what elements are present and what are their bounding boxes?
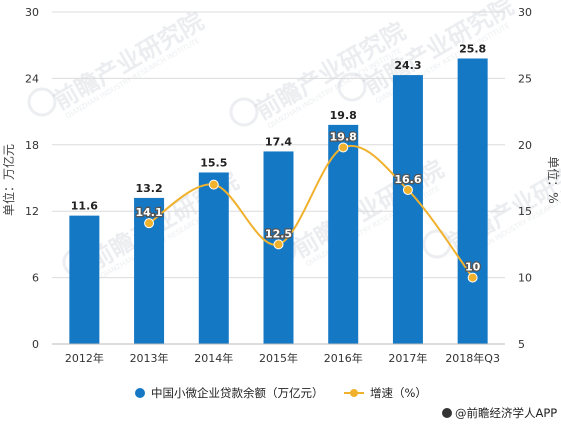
bar-value-label: 17.4 — [265, 135, 292, 148]
right-axis-title: 单位：% — [546, 156, 561, 203]
bar-value-label: 15.5 — [200, 156, 227, 169]
growth-value-label: 12.5 — [265, 227, 292, 240]
growth-point — [273, 239, 284, 250]
watermark-logo-icon — [337, 72, 367, 102]
x-axis-tick-label: 2017年 — [388, 351, 427, 365]
source-text: @前瞻经济学人APP — [455, 406, 557, 420]
growth-value-label: 19.8 — [330, 130, 357, 143]
legend-line-marker-dot — [350, 389, 358, 397]
data-labels: 11.6 13.2 15.5 17.4 19.8 24.3 25.8 14.1 12.5 19.8… — [71, 42, 486, 274]
bar — [457, 58, 488, 344]
left-axis-tick-label: 30 — [25, 6, 39, 19]
x-axis-tick-label: 2016年 — [324, 351, 363, 365]
right-axis-tick-label: 10 — [518, 272, 532, 285]
left-axis-tick-label: 24 — [25, 72, 39, 85]
growth-point — [467, 272, 478, 283]
x-axis-tick-label: 2013年 — [130, 351, 169, 365]
legend-bar-label: 中国小微企业贷款余额（万亿元） — [151, 386, 324, 400]
watermark-text: 前瞻产业研究院 — [49, 7, 208, 115]
growth-value-label: 10 — [465, 261, 481, 274]
left-axis-tick-label: 0 — [32, 338, 39, 351]
right-axis-tick-label: 25 — [518, 72, 532, 85]
left-axis-tick-label: 18 — [25, 139, 39, 152]
growth-value-label: 16.6 — [394, 173, 421, 186]
bar-value-label: 11.6 — [71, 200, 98, 213]
bar-series — [69, 58, 488, 344]
legend-bar-marker — [135, 388, 145, 398]
bar-value-label: 25.8 — [459, 42, 486, 55]
legend: 中国小微企业贷款余额（万亿元） 增速（%） — [135, 386, 427, 400]
right-axis-tick-label: 5 — [518, 338, 525, 351]
bar — [198, 172, 229, 344]
growth-value-label: 14.1 — [136, 206, 163, 219]
bar — [328, 124, 359, 344]
watermark-logo-icon — [229, 97, 259, 127]
source-logo-icon — [442, 408, 452, 418]
growth-point — [338, 142, 349, 153]
left-axis-tick-label: 12 — [25, 205, 39, 218]
bar-value-label: 24.3 — [394, 59, 421, 72]
x-axis-tick-label: 2012年 — [65, 351, 104, 365]
line-series — [144, 142, 478, 283]
bar-value-label: 13.2 — [136, 182, 163, 195]
x-axis-tick-label: 2014年 — [194, 351, 233, 365]
growth-point — [208, 179, 219, 190]
bar-value-label: 19.8 — [330, 109, 357, 122]
legend-line-label: 增速（%） — [370, 386, 427, 400]
bar — [69, 215, 100, 344]
axes: 0 6 12 18 24 30 5 10 15 20 25 30 2012年 2013年 2014年 2015… — [25, 6, 532, 365]
right-axis-tick-label: 15 — [518, 205, 532, 218]
x-axis-tick-label: 2018年Q3 — [445, 351, 500, 365]
right-axis-tick-label: 20 — [518, 139, 532, 152]
left-axis-tick-label: 6 — [32, 272, 39, 285]
x-axis-tick-label: 2015年 — [259, 351, 298, 365]
left-axis-title: 单位：万亿元 — [1, 144, 16, 216]
growth-point — [144, 218, 155, 229]
bar — [392, 75, 423, 344]
growth-point — [402, 184, 413, 195]
watermark-logo-icon — [27, 87, 57, 117]
right-axis-tick-label: 30 — [518, 6, 532, 19]
source-credit: @前瞻经济学人APP — [442, 406, 557, 420]
